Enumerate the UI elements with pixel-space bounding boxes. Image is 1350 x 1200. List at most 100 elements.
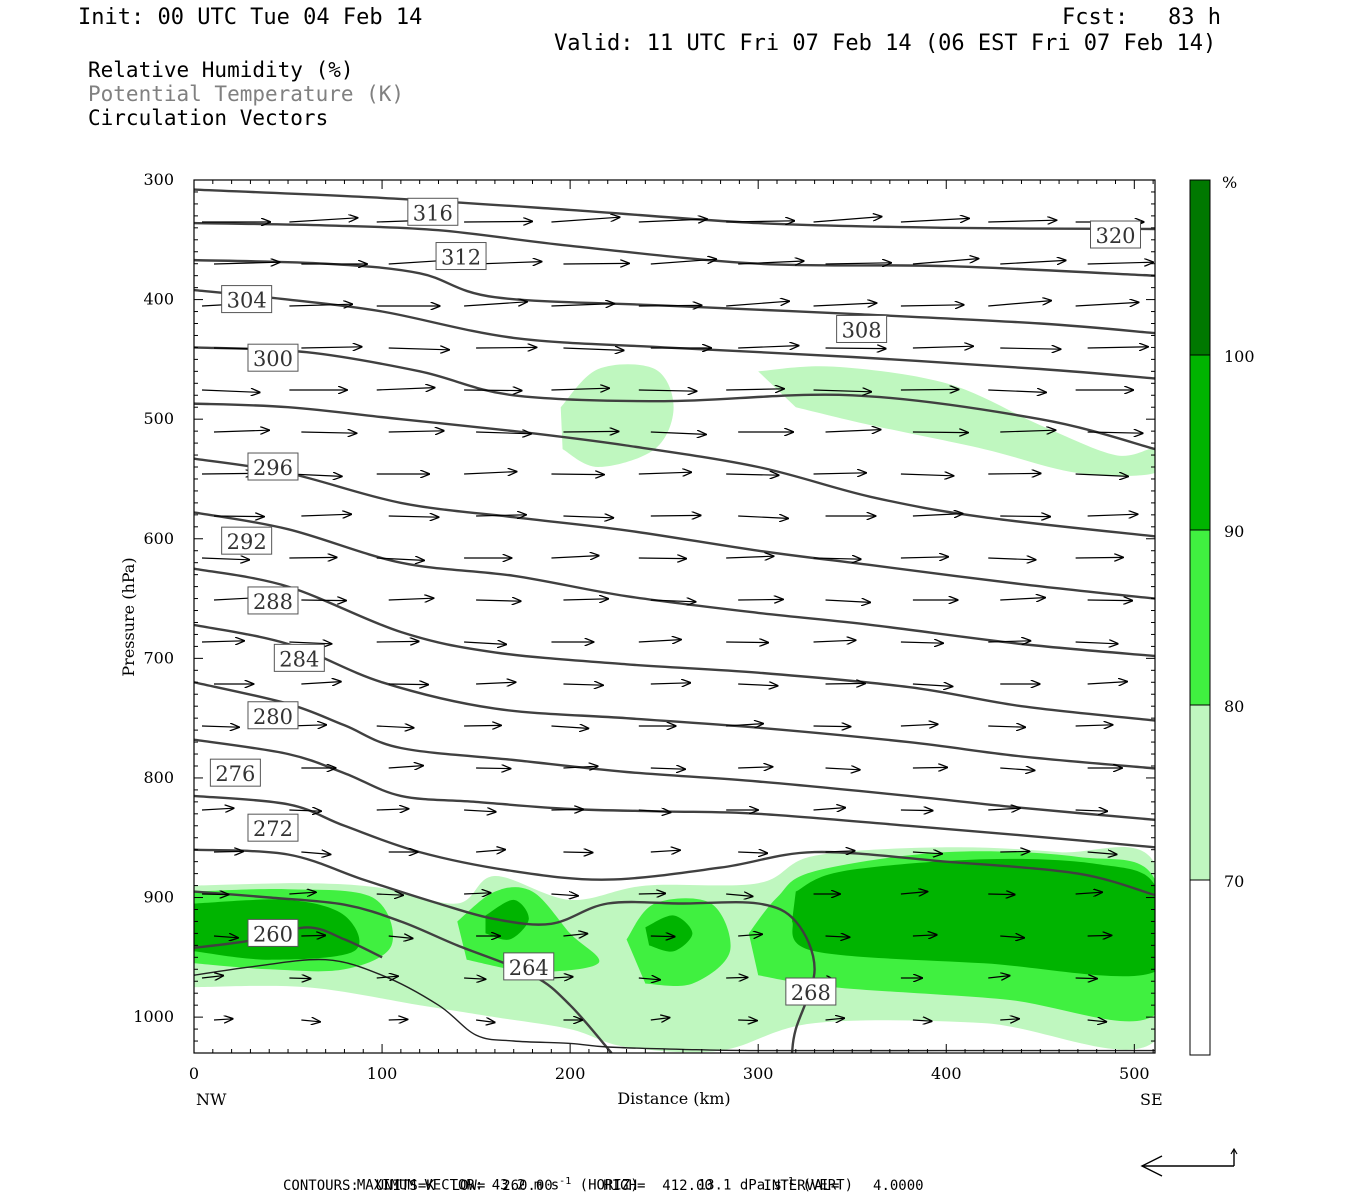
vector-arrow <box>1000 348 1060 349</box>
theta-264-label: 264 <box>509 956 549 980</box>
vector-arrow <box>376 388 435 390</box>
theta-268-line <box>194 848 816 1053</box>
vector-arrow <box>825 348 886 349</box>
legend-theta: Potential Temperature (K) <box>88 82 405 106</box>
vector-arrow <box>1087 682 1127 684</box>
vector-arrow <box>289 892 315 894</box>
theta-320-line <box>194 188 1155 231</box>
legend-vectors: Circulation Vectors <box>88 106 329 130</box>
colorbar-band <box>1190 705 1210 880</box>
vector-arrow <box>912 935 937 936</box>
theta-276-label: 276 <box>215 762 255 786</box>
y-axis: 300 400 500 600 700 800 900 1000 <box>133 170 1155 1054</box>
vector-arrow <box>650 850 680 852</box>
vector-arrow <box>650 936 675 937</box>
vector-arrow <box>650 432 706 434</box>
vector-arrow <box>201 473 254 474</box>
vector-arrow <box>988 726 1025 727</box>
vector-arrow <box>551 977 572 978</box>
vector-arrow <box>563 263 628 264</box>
vector-arrow <box>301 514 351 516</box>
y-tick-label: 600 <box>143 529 174 548</box>
plot-frame <box>193 179 1156 1054</box>
theta-316-label-box <box>407 197 459 226</box>
theta-272-label: 272 <box>253 817 293 841</box>
vector-arrow <box>301 347 361 348</box>
theta-300-line <box>194 402 1155 538</box>
vector-arrow <box>638 219 707 222</box>
theta-284-line <box>194 623 1155 770</box>
vector-arrow <box>563 516 613 518</box>
vector-arrow <box>464 978 485 979</box>
vector-arrow <box>1087 935 1112 936</box>
vector-arrow <box>726 301 789 307</box>
vector-arrow <box>900 642 943 643</box>
vector-arrow <box>738 1020 757 1021</box>
horiz-exponent: -1 <box>559 1176 572 1187</box>
vector-arrow <box>650 1018 670 1020</box>
theta-308-label: 308 <box>842 318 882 342</box>
theta-292-line <box>194 511 1155 658</box>
vector-arrow <box>464 810 496 812</box>
vector-arrow <box>201 894 228 895</box>
vector-arrow <box>650 515 701 516</box>
vector-arrow <box>551 217 619 223</box>
theta-312-line <box>194 258 1155 335</box>
vector-arrow <box>476 1020 495 1022</box>
forecast-hour-label: Fcst: 83 h <box>1062 5 1221 30</box>
theta-288-label-box <box>247 586 299 615</box>
vector-arrow <box>201 390 260 392</box>
vector-arrow <box>988 390 1046 392</box>
theta-292-label-box <box>221 526 273 555</box>
vector-arrow <box>551 809 583 810</box>
vector-arrow <box>726 556 773 558</box>
vector-arrow <box>289 304 352 306</box>
vector-arrow <box>464 725 501 726</box>
vector-arrow <box>551 304 614 306</box>
vector-arrow <box>464 642 506 644</box>
colorbar-level-label: 70 <box>1224 872 1244 891</box>
rh-70-region-mid <box>560 364 674 467</box>
theta-320-label: 320 <box>1095 224 1135 248</box>
vector-arrow <box>900 892 927 894</box>
vector-arrow <box>563 348 623 350</box>
x-tick-label: 400 <box>931 1064 962 1083</box>
colorbar: 70 80 90 100% <box>1189 173 1255 1056</box>
vector-arrow <box>551 556 598 558</box>
vert-value: 13.1 dPa s <box>697 1177 782 1194</box>
vector-arrow <box>289 642 331 644</box>
vector-arrow <box>650 259 716 265</box>
vector-arrow <box>825 936 850 937</box>
vector-arrow <box>726 389 784 390</box>
vector-arrow <box>476 347 536 348</box>
vector-arrow <box>813 640 856 642</box>
theta-300-label: 300 <box>253 347 293 371</box>
vector-arrow <box>563 852 592 853</box>
colorbar-frame <box>1189 179 1211 1056</box>
vector-arrow <box>1087 347 1148 348</box>
vector-arrow <box>988 976 1009 978</box>
theta-296-label-box <box>247 452 299 481</box>
vector-arrow <box>476 768 510 769</box>
colorbar-band <box>1190 355 1210 530</box>
vector-arrow <box>1075 978 1097 979</box>
vector-arrow <box>988 473 1040 474</box>
vector-arrow <box>213 936 238 938</box>
vector-arrow <box>1000 851 1029 852</box>
x-tick-label: 300 <box>743 1064 774 1083</box>
vector-arrow <box>376 809 409 810</box>
vert-exponent: -1 <box>781 1176 795 1187</box>
vector-arrow <box>988 894 1014 895</box>
vector-arrow <box>388 516 439 517</box>
vector-arrow <box>988 558 1035 560</box>
theta-260-line <box>194 926 383 959</box>
vector-arrow <box>813 390 872 392</box>
x-tick-label: 500 <box>1119 1064 1150 1083</box>
x-end-label-nw: NW <box>196 1090 227 1109</box>
vector-arrow <box>638 472 691 474</box>
vector-arrow <box>464 221 532 222</box>
vector-arrow <box>825 1018 845 1020</box>
vector-arrow <box>1000 1019 1019 1020</box>
vector-arrow <box>738 767 772 768</box>
vector-arrow <box>388 598 434 600</box>
